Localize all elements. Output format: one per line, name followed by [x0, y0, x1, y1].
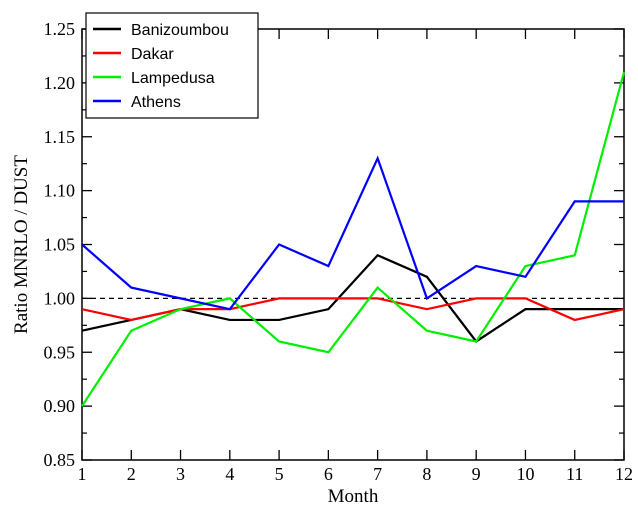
y-tick-label: 0.85: [44, 450, 76, 470]
x-tick-label: 2: [127, 464, 136, 484]
series-line-dakar: [81, 297, 625, 322]
y-axis-title: Ratio MNRLO / DUST: [11, 155, 32, 334]
y-tick-label: 1.25: [44, 19, 76, 39]
legend-label-lampedusa: Lampedusa: [131, 70, 215, 87]
y-tick-label: 1.05: [44, 235, 76, 255]
legend: Banizoumbou Dakar Lampedusa Athens: [85, 12, 259, 119]
x-tick-label: 8: [422, 464, 431, 484]
x-tick-label: 10: [516, 464, 534, 484]
y-tick-label: 1.00: [44, 288, 76, 308]
legend-label-dakar: Dakar: [131, 46, 174, 63]
legend-label-banizoumbou: Banizoumbou: [131, 22, 229, 39]
y-tick-label: 1.10: [44, 181, 76, 201]
x-tick-label: 7: [373, 464, 382, 484]
x-tick-label: 1: [78, 464, 87, 484]
y-tick-label: 0.90: [44, 396, 76, 416]
x-tick-label: 5: [275, 464, 284, 484]
series-line-athens: [81, 155, 624, 311]
x-tick-label: 6: [324, 464, 333, 484]
y-tick-label: 0.95: [44, 342, 76, 362]
y-tick-label: 1.20: [44, 73, 76, 93]
x-tick-label: 11: [566, 464, 583, 484]
legend-label-athens: Athens: [131, 94, 181, 111]
x-tick-label: 9: [472, 464, 481, 484]
x-axis-title: Month: [328, 486, 379, 506]
x-tick-label: 3: [176, 464, 185, 484]
x-tick-label: 12: [615, 464, 633, 484]
x-tick-label: 4: [225, 464, 234, 484]
y-tick-label: 1.15: [44, 127, 76, 147]
series-line-lampedusa: [81, 71, 626, 407]
